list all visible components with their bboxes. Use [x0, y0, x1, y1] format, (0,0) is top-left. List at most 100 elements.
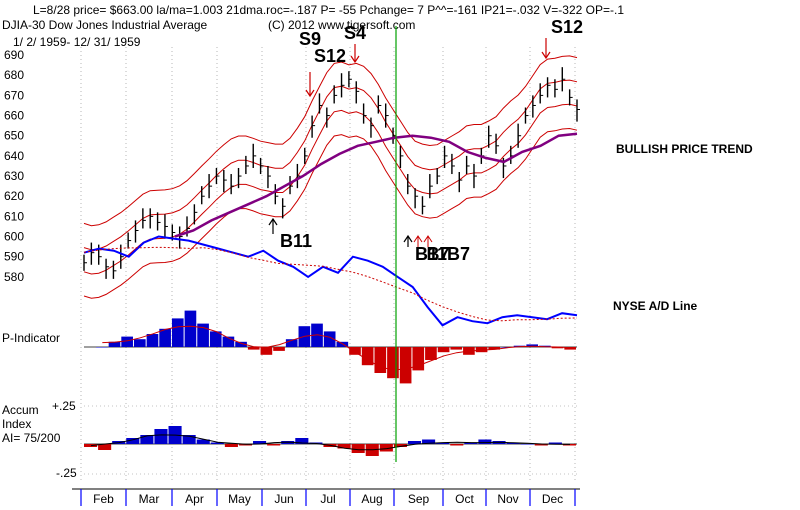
- accum-bar: [464, 442, 478, 444]
- inner-upper-band: [83, 79, 578, 251]
- header-stats: L=8/28 price= $663.00 la/ma=1.003 21dma.…: [33, 3, 624, 17]
- p-indicator-bar: [437, 347, 450, 353]
- p-indicator-bar: [209, 331, 222, 347]
- p-indicator-ma: [102, 325, 571, 371]
- bullish-trend-label: BULLISH PRICE TREND: [616, 142, 753, 156]
- index-label: Index: [2, 417, 31, 431]
- price-axis: 690 680 670 660 650 640 630 620 610 600 590 580: [4, 48, 24, 284]
- month-label-nov: Nov: [497, 492, 518, 506]
- accum-bar: [253, 441, 267, 444]
- accum-bar: [154, 429, 168, 444]
- p-indicator-bar: [361, 347, 374, 366]
- month-label-apr: Apr: [185, 492, 204, 506]
- p-indicator-bar: [133, 339, 146, 347]
- p-indicator-bar: [349, 347, 361, 355]
- accum-bar: [548, 442, 562, 444]
- price-tick-660: 660: [4, 109, 24, 123]
- month-label-may: May: [228, 492, 251, 506]
- accum-bar: [534, 444, 548, 446]
- ai-ratio: AI= 75/200: [2, 431, 61, 445]
- p-indicator-bar: [171, 318, 184, 347]
- p-indicator-bar: [425, 347, 437, 360]
- price-tick-610: 610: [4, 209, 24, 223]
- p-indicator-bar: [235, 341, 247, 347]
- month-label-sep: Sep: [408, 492, 430, 506]
- x-axis: Feb Mar Apr May Jun Jul Aug Sep Oct Nov Dec: [72, 488, 580, 506]
- price-tick-620: 620: [4, 189, 24, 203]
- accum-bar: [196, 439, 210, 444]
- month-label-aug: Aug: [361, 492, 382, 506]
- p-indicator-bar: [184, 310, 197, 347]
- p-indicator-bar: [399, 347, 412, 384]
- signal-arrow-head: [413, 235, 423, 243]
- accum-bar: [407, 441, 422, 444]
- ma-50-line: [174, 132, 578, 238]
- price-tick-600: 600: [4, 230, 24, 244]
- accum-tick-top: +.25: [52, 399, 76, 413]
- accum-bar: [436, 442, 450, 444]
- p-indicator-bar: [336, 341, 349, 347]
- p-indicator-bar: [450, 347, 463, 350]
- p-indicator-bar: [374, 347, 387, 373]
- month-label-dec: Dec: [542, 492, 563, 506]
- p-indicator-bar: [108, 341, 121, 347]
- signal-s12: S12: [314, 46, 346, 66]
- accum-bar: [182, 435, 196, 444]
- accum-bar: [140, 435, 154, 444]
- p-indicator-bar: [121, 336, 133, 347]
- ticker-title: DJIA-30 Dow Jones Industrial Average: [2, 18, 208, 32]
- p-indicator-bar: [526, 344, 539, 347]
- p-indicator-bar: [260, 347, 273, 355]
- p-indicator-bar: [285, 339, 298, 347]
- signal-s12: S12: [551, 17, 583, 37]
- lower-band: [83, 127, 578, 299]
- accum-index-panel: [84, 405, 577, 475]
- signal-arrow-head: [541, 51, 551, 60]
- p-indicator-bar: [222, 336, 235, 347]
- signal-arrow-head: [268, 217, 278, 226]
- date-range: 1/ 2/ 1959- 12/ 31/ 1959: [13, 35, 141, 49]
- accum-bar: [351, 444, 365, 453]
- accum-bar: [126, 438, 140, 444]
- p-indicator-bar: [159, 328, 171, 347]
- accum-bar: [450, 444, 464, 446]
- price-tick-630: 630: [4, 169, 24, 183]
- price-tick-680: 680: [4, 68, 24, 82]
- month-label-jun: Jun: [274, 492, 293, 506]
- copyright: (C) 2012 www.tigersoft.com: [268, 18, 415, 32]
- p-indicator-bar: [412, 347, 425, 371]
- ad-line-path: [83, 235, 578, 327]
- price-tick-650: 650: [4, 129, 24, 143]
- bollinger-bands: [83, 55, 578, 299]
- p-indicator-bar: [197, 323, 209, 347]
- signal-arrow-head: [403, 234, 413, 243]
- p-indicator-bar: [387, 347, 399, 379]
- month-label-feb: Feb: [93, 492, 114, 506]
- p-indicator-panel: [84, 310, 577, 384]
- ad-line: [83, 235, 578, 327]
- moving-average: [174, 132, 578, 238]
- signal-s4: S4: [344, 23, 366, 43]
- accum-bar: [478, 439, 492, 444]
- signal-s9: S9: [299, 29, 321, 49]
- price-tick-640: 640: [4, 149, 24, 163]
- accum-bar: [224, 444, 238, 447]
- p-indicator-bar: [488, 347, 501, 350]
- p-indicator-bar: [96, 347, 108, 348]
- upper-band: [83, 55, 578, 227]
- p-indicator-bar: [564, 347, 576, 350]
- price-tick-690: 690: [4, 48, 24, 62]
- signal-cluster-label: B11B7: [415, 244, 470, 264]
- price-tick-580: 580: [4, 270, 24, 284]
- accum-bar: [295, 438, 309, 444]
- p-indicator-bar: [551, 347, 564, 349]
- price-tick-590: 590: [4, 250, 24, 264]
- p-indicator-bar: [247, 347, 260, 350]
- signal-arrow-head: [305, 89, 315, 98]
- month-label-jul: Jul: [320, 492, 335, 506]
- p-indicator-bar: [146, 334, 159, 347]
- price-bars: [83, 67, 580, 279]
- month-gridlines: [80, 47, 576, 480]
